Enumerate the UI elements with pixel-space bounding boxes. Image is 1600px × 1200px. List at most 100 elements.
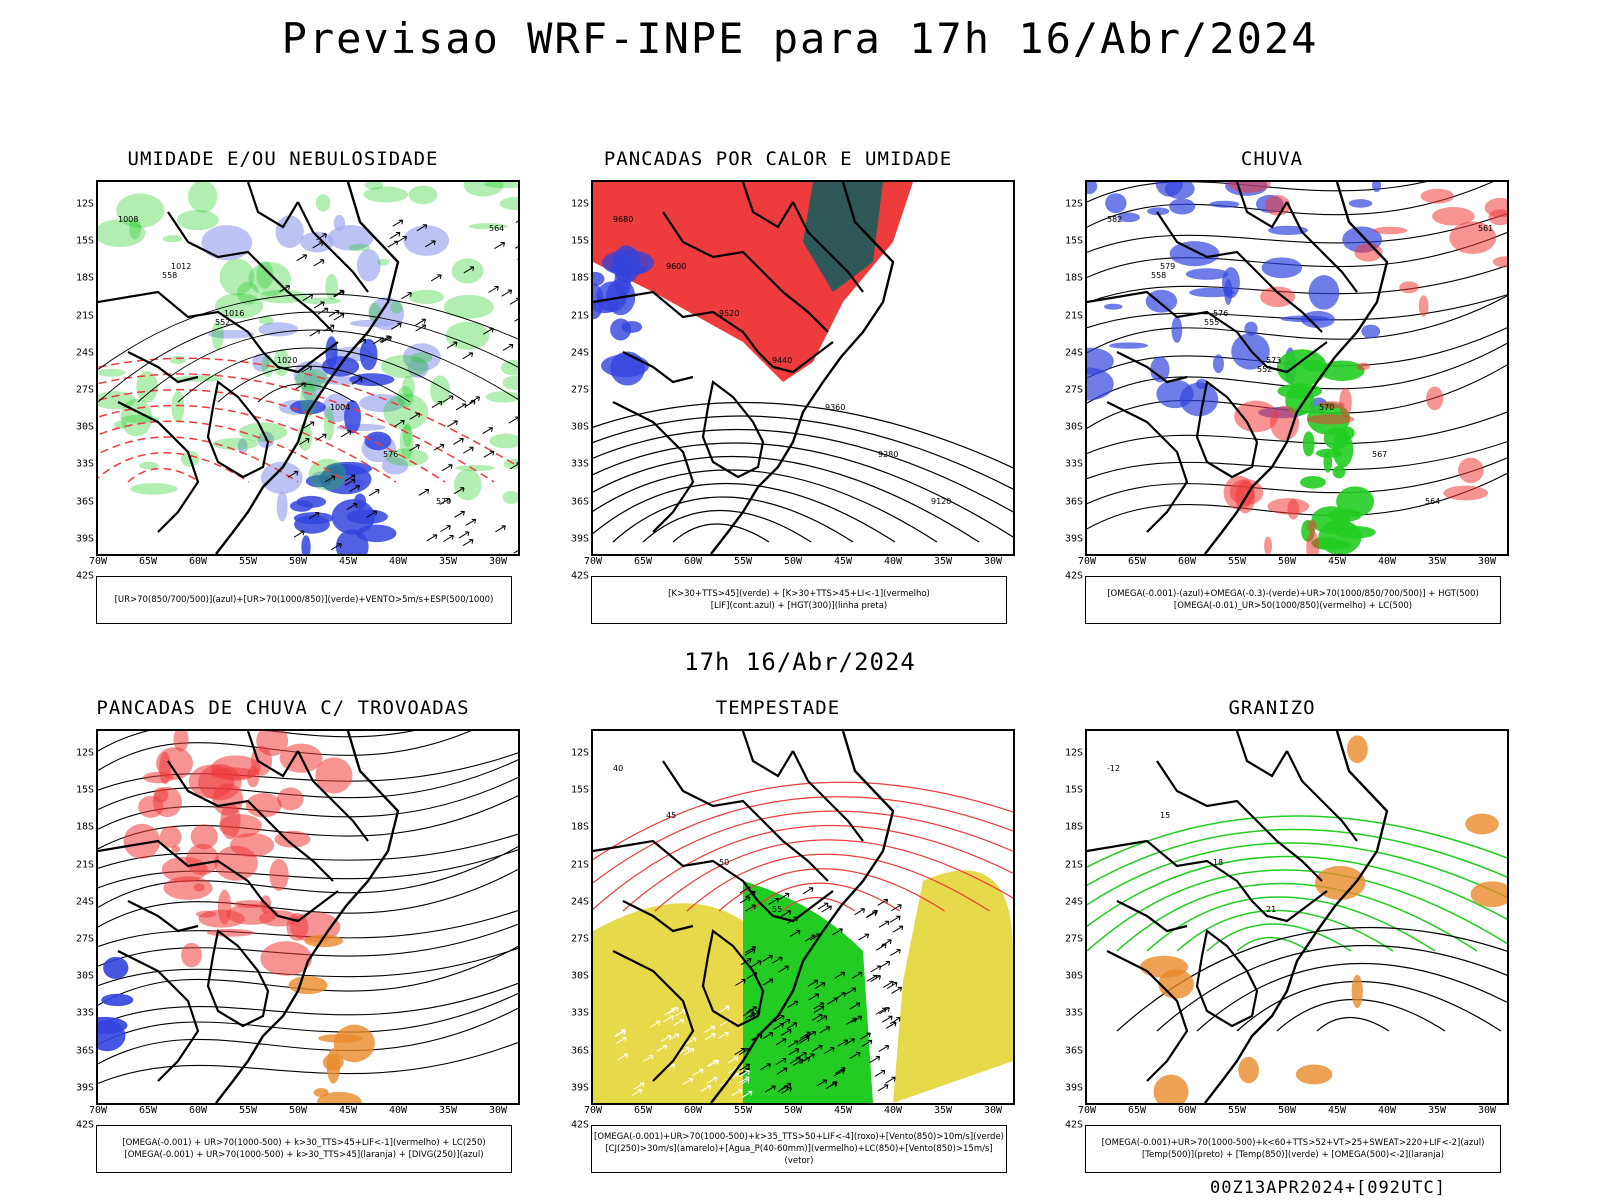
map-canvas: -12 15 18 21 [1085,729,1509,1105]
latitude-tick-label: 24S [570,896,589,908]
longitude-tick-label: 30W [983,1105,1003,1116]
longitude-tick-label: 60W [188,1105,208,1116]
legend-line: [CJ(250)>30m/s](amarelo)+[Agua_P(40-60mm… [605,1144,993,1166]
latitude-tick-label: 36S [75,496,94,508]
contour-label: 570 [436,497,451,506]
latitude-tick-label: 12S [75,747,94,759]
contour-label: 555 [1204,318,1219,327]
latitude-tick-label: 24S [1064,896,1083,908]
latitude-tick-label: 27S [570,384,589,396]
latitude-tick-label: 21S [1064,859,1083,871]
contour-label: 558 [162,271,177,280]
latitude-tick-label: 27S [1064,384,1083,396]
longitude-tick-label: 70W [583,1105,603,1116]
longitude-tick-label: 65W [633,556,653,567]
latitude-tick-label: 21S [75,310,94,322]
panel-legend: [K>30+TTS>45](verde) + [K>30+TTS>45+LI<-… [591,576,1007,624]
contour-label: 552 [215,318,230,327]
latitude-tick-label: 15S [570,784,589,796]
latitude-axis: 12S 15S 18S 21S 24S 27S 30S 33S 36S 39S 42S [1037,180,1083,582]
longitude-tick-label: 70W [88,1105,108,1116]
forecast-time-label: 17h 16/Abr/2024 [684,648,916,676]
contour-label: 45 [666,811,676,820]
longitude-tick-label: 70W [1077,1105,1097,1116]
panel-legend: [OMEGA(-0.001)+UR>70(1000-500)+k>35_TTS>… [591,1125,1007,1173]
map-panel: PANCADAS POR CALOR E UMIDADE 12S 15S 18S 21S… [543,148,1015,628]
contour-label: 564 [489,224,504,233]
longitude-tick-label: 35W [438,1105,458,1116]
latitude-tick-label: 27S [75,384,94,396]
longitude-tick-label: 50W [783,556,803,567]
map-svg: 582 579 576 573 570 567 564 561 558 555 552 [1087,182,1507,554]
latitude-axis: 12S 15S 18S 21S 24S 27S 30S 33S 36S 39S 42S [1037,729,1083,1131]
longitude-tick-label: 30W [983,556,1003,567]
contour-label: 9600 [666,262,686,271]
contour-label: 40 [613,764,623,773]
longitude-tick-label: 35W [438,556,458,567]
latitude-tick-label: 24S [1064,347,1083,359]
longitude-tick-label: 65W [1127,556,1147,567]
latitude-tick-label: 12S [1064,198,1083,210]
latitude-tick-label: 21S [1064,310,1083,322]
longitude-tick-label: 35W [1427,1105,1447,1116]
latitude-tick-label: 24S [75,347,94,359]
latitude-tick-label: 36S [570,1045,589,1057]
latitude-tick-label: 21S [75,859,94,871]
contour-label: 15 [1160,811,1170,820]
latitude-axis: 12S 15S 18S 21S 24S 27S 30S 33S 36S 39S 42S [48,180,94,582]
contour-label: 579 [1160,262,1175,271]
latitude-tick-label: 30S [570,970,589,982]
latitude-tick-label: 42S [75,1119,94,1131]
longitude-tick-label: 55W [733,1105,753,1116]
longitude-tick-label: 45W [338,1105,358,1116]
latitude-tick-label: 27S [75,933,94,945]
longitude-tick-label: 60W [1177,556,1197,567]
latitude-tick-label: 33S [1064,458,1083,470]
map-svg: 9680 9600 9520 9440 9360 9280 9120 [593,182,1013,554]
longitude-tick-label: 50W [288,556,308,567]
contour-label: 9120 [931,497,951,506]
panel-title: PANCADAS DE CHUVA C/ TROVOADAS [96,697,470,719]
latitude-tick-label: 39S [75,1082,94,1094]
contour-label: -12 [1107,764,1120,773]
contour-label: 1020 [277,356,297,365]
contour-label: 561 [1478,224,1493,233]
longitude-tick-label: 45W [1327,1105,1347,1116]
latitude-axis: 12S 15S 18S 21S 24S 27S 30S 33S 36S 39S 42S [48,729,94,1131]
longitude-tick-label: 35W [1427,556,1447,567]
longitude-tick-label: 35W [933,556,953,567]
latitude-axis: 12S 15S 18S 21S 24S 27S 30S 33S 36S 39S 42S [543,180,589,582]
map-svg [98,731,518,1103]
contour-label: 1004 [330,403,350,412]
longitude-axis: 70W 65W 60W 55W 50W 45W 40W 35W 30W [584,556,1015,570]
longitude-tick-label: 55W [1227,556,1247,567]
latitude-tick-label: 12S [570,747,589,759]
contour-label: 50 [719,858,729,867]
main-title: Previsao WRF-INPE para 17h 16/Abr/2024 [281,14,1319,63]
longitude-axis: 70W 65W 60W 55W 50W 45W 40W 35W 30W [584,1105,1015,1119]
latitude-tick-label: 15S [1064,784,1083,796]
latitude-tick-label: 33S [570,1007,589,1019]
map-svg: 1008 1012 1016 1020 1004 576 570 564 558 552 [98,182,518,554]
longitude-tick-label: 55W [238,556,258,567]
latitude-tick-label: 30S [570,421,589,433]
latitude-tick-label: 42S [570,1119,589,1131]
latitude-tick-label: 15S [75,784,94,796]
latitude-tick-label: 18S [1064,821,1083,833]
contour-label: 552 [1257,365,1272,374]
map-svg: 40 45 50 55 [593,731,1013,1103]
panel-legend: [UR>70(850/700/500)](azul)+[UR>70(1000/8… [96,576,512,624]
contour-label: 576 [1213,309,1228,318]
map-panel: CHUVA 12S 15S 18S 21S 24S 27S 30S 33S 36S 39S 42S 58… [1037,148,1509,628]
panel-title: TEMPESTADE [715,697,841,719]
map-panel: UMIDADE E/OU NEBULOSIDADE 12S 15S 18S 21S 24S… [48,148,520,628]
latitude-tick-label: 39S [1064,533,1083,545]
longitude-tick-label: 60W [683,1105,703,1116]
longitude-tick-label: 60W [1177,1105,1197,1116]
latitude-tick-label: 33S [1064,1007,1083,1019]
panel-title: GRANIZO [1228,697,1316,719]
contour-label: 9280 [878,450,898,459]
longitude-tick-label: 55W [1227,1105,1247,1116]
latitude-tick-label: 42S [1064,1119,1083,1131]
longitude-tick-label: 40W [1377,556,1397,567]
